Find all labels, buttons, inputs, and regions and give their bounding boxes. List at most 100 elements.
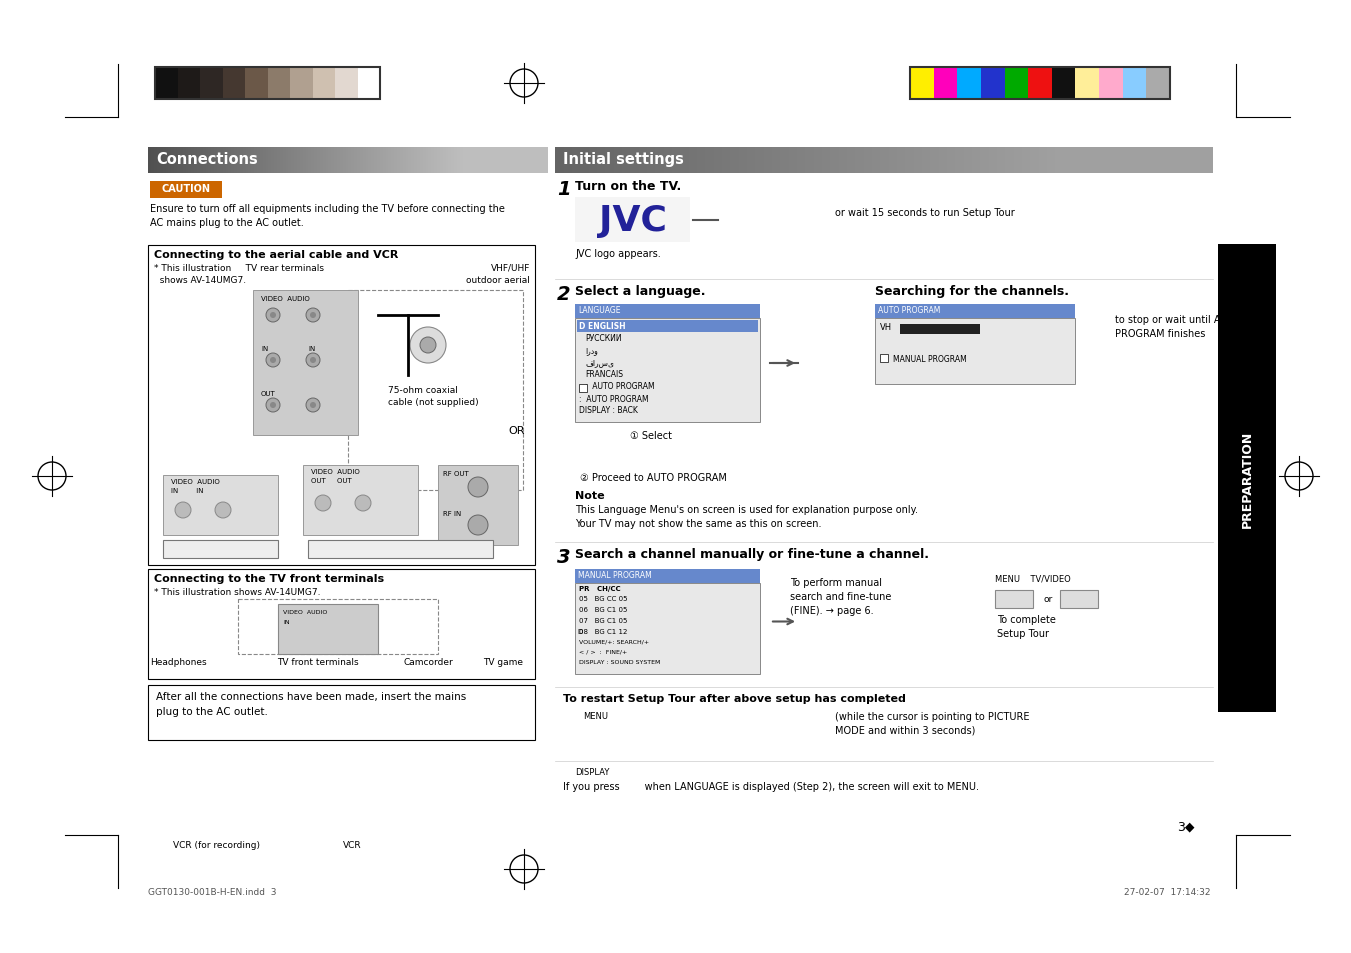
Text: To restart Setup Tour after above setup has completed: To restart Setup Tour after above setup … xyxy=(563,693,907,703)
Text: Ensure to turn off all equipments including the TV before connecting the
AC main: Ensure to turn off all equipments includ… xyxy=(150,204,505,228)
Text: 06   BG C1 05: 06 BG C1 05 xyxy=(580,606,627,613)
Bar xyxy=(911,68,934,100)
Text: OR: OR xyxy=(508,426,526,436)
Bar xyxy=(911,68,1170,100)
Circle shape xyxy=(309,313,316,318)
Bar xyxy=(358,68,380,100)
Bar xyxy=(200,68,223,100)
Text: TV game: TV game xyxy=(484,658,523,666)
Text: MANUAL PROGRAM: MANUAL PROGRAM xyxy=(893,355,967,364)
Circle shape xyxy=(266,309,280,323)
Text: Note: Note xyxy=(576,491,605,500)
Bar xyxy=(308,540,493,558)
Bar xyxy=(223,68,245,100)
Text: Headphones: Headphones xyxy=(150,658,207,666)
Text: 27-02-07  17:14:32: 27-02-07 17:14:32 xyxy=(1124,887,1210,896)
Bar xyxy=(576,318,761,422)
Bar xyxy=(303,465,417,536)
Text: VIDEO  AUDIO: VIDEO AUDIO xyxy=(172,478,220,484)
Text: :  AUTO PROGRAM: : AUTO PROGRAM xyxy=(585,381,655,391)
Text: 07   BG C1 05: 07 BG C1 05 xyxy=(580,618,627,623)
Text: MENU    TV/VIDEO: MENU TV/VIDEO xyxy=(994,575,1071,583)
Circle shape xyxy=(215,502,231,518)
Text: IN: IN xyxy=(282,619,289,624)
Text: VHF/UHF
outdoor aerial: VHF/UHF outdoor aerial xyxy=(466,264,530,285)
Bar xyxy=(576,305,761,318)
Text: اردو: اردو xyxy=(585,346,598,355)
Bar xyxy=(312,68,335,100)
Text: РУССКИИ: РУССКИИ xyxy=(585,334,621,343)
Bar xyxy=(1123,68,1147,100)
Text: AUTO PROGRAM: AUTO PROGRAM xyxy=(878,306,940,314)
Bar xyxy=(149,569,535,679)
Circle shape xyxy=(309,357,316,364)
Text: IN: IN xyxy=(308,346,315,352)
Text: CAUTION: CAUTION xyxy=(162,184,211,193)
Circle shape xyxy=(266,354,280,368)
Circle shape xyxy=(309,402,316,409)
Circle shape xyxy=(266,398,280,413)
Bar xyxy=(981,68,1005,100)
Text: ① Select: ① Select xyxy=(630,431,671,440)
Text: to stop or wait until AUTO
PROGRAM finishes: to stop or wait until AUTO PROGRAM finis… xyxy=(1115,314,1242,338)
Bar xyxy=(576,569,761,583)
Bar xyxy=(875,305,1075,318)
Text: GGT0130-001B-H-EN.indd  3: GGT0130-001B-H-EN.indd 3 xyxy=(149,887,277,896)
Text: RF OUT: RF OUT xyxy=(443,471,469,476)
Text: DISPLAY: DISPLAY xyxy=(576,767,609,776)
Text: After all the connections have been made, insert the mains
plug to the AC outlet: After all the connections have been made… xyxy=(155,691,466,716)
Text: Turn on the TV.: Turn on the TV. xyxy=(576,180,681,193)
Circle shape xyxy=(355,496,372,512)
Circle shape xyxy=(467,516,488,536)
Text: VH: VH xyxy=(880,323,892,332)
Bar xyxy=(155,68,380,100)
Text: :  AUTO PROGRAM: : AUTO PROGRAM xyxy=(580,395,648,403)
Text: Searching for the channels.: Searching for the channels. xyxy=(875,285,1069,297)
Text: ② Proceed to AUTO PROGRAM: ② Proceed to AUTO PROGRAM xyxy=(580,473,727,482)
Text: shows AV-14UMG7.: shows AV-14UMG7. xyxy=(154,275,246,285)
Circle shape xyxy=(176,502,190,518)
Text: LANGUAGE: LANGUAGE xyxy=(578,306,620,314)
Text: Connections: Connections xyxy=(155,152,258,167)
Text: OUT     OUT: OUT OUT xyxy=(311,477,351,483)
Text: 1: 1 xyxy=(557,180,570,199)
Text: To complete
Setup Tour: To complete Setup Tour xyxy=(997,615,1056,639)
Bar xyxy=(994,590,1034,608)
Text: D ENGLISH: D ENGLISH xyxy=(580,322,626,331)
Text: PR   CH/CC: PR CH/CC xyxy=(580,585,620,592)
Text: * This illustration shows AV-14UMG7.: * This illustration shows AV-14UMG7. xyxy=(154,587,320,597)
Text: < / >  :  FINE/+: < / > : FINE/+ xyxy=(580,649,627,655)
Bar xyxy=(1028,68,1052,100)
Text: فارسی: فارسی xyxy=(585,357,613,367)
Bar xyxy=(576,198,690,243)
Bar xyxy=(576,583,761,675)
Bar xyxy=(149,246,535,565)
Text: FRANCAIS: FRANCAIS xyxy=(585,370,623,378)
Circle shape xyxy=(467,477,488,497)
Bar xyxy=(163,540,278,558)
Text: JVC logo appears.: JVC logo appears. xyxy=(576,249,661,258)
Bar xyxy=(958,68,981,100)
Text: Initial settings: Initial settings xyxy=(563,152,684,167)
Bar xyxy=(875,318,1075,385)
Bar xyxy=(438,465,517,545)
Text: Search a channel manually or fine-tune a channel.: Search a channel manually or fine-tune a… xyxy=(576,547,929,560)
Text: VCR: VCR xyxy=(343,841,362,849)
Text: PREPARATION: PREPARATION xyxy=(1240,430,1254,527)
Circle shape xyxy=(305,354,320,368)
Text: 08   BG C1 12: 08 BG C1 12 xyxy=(580,628,627,635)
Bar xyxy=(163,476,278,536)
Bar xyxy=(1005,68,1028,100)
Text: VOLUME/+: SEARCH/+: VOLUME/+: SEARCH/+ xyxy=(580,639,648,644)
Bar xyxy=(577,320,758,333)
Text: This Language Menu's on screen is used for explanation purpose only.
Your TV may: This Language Menu's on screen is used f… xyxy=(576,504,917,529)
Text: JVC: JVC xyxy=(598,203,666,237)
Text: VIDEO  AUDIO: VIDEO AUDIO xyxy=(282,609,327,615)
Bar xyxy=(900,325,979,335)
Text: Connecting to the TV front terminals: Connecting to the TV front terminals xyxy=(154,574,384,583)
Text: TV front terminals: TV front terminals xyxy=(277,658,359,666)
Circle shape xyxy=(270,402,276,409)
Text: 05   BG CC 05: 05 BG CC 05 xyxy=(580,596,627,601)
Bar xyxy=(238,599,438,655)
Text: If you press        when LANGUAGE is displayed (Step 2), the screen will exit to: If you press when LANGUAGE is displayed … xyxy=(563,781,979,791)
